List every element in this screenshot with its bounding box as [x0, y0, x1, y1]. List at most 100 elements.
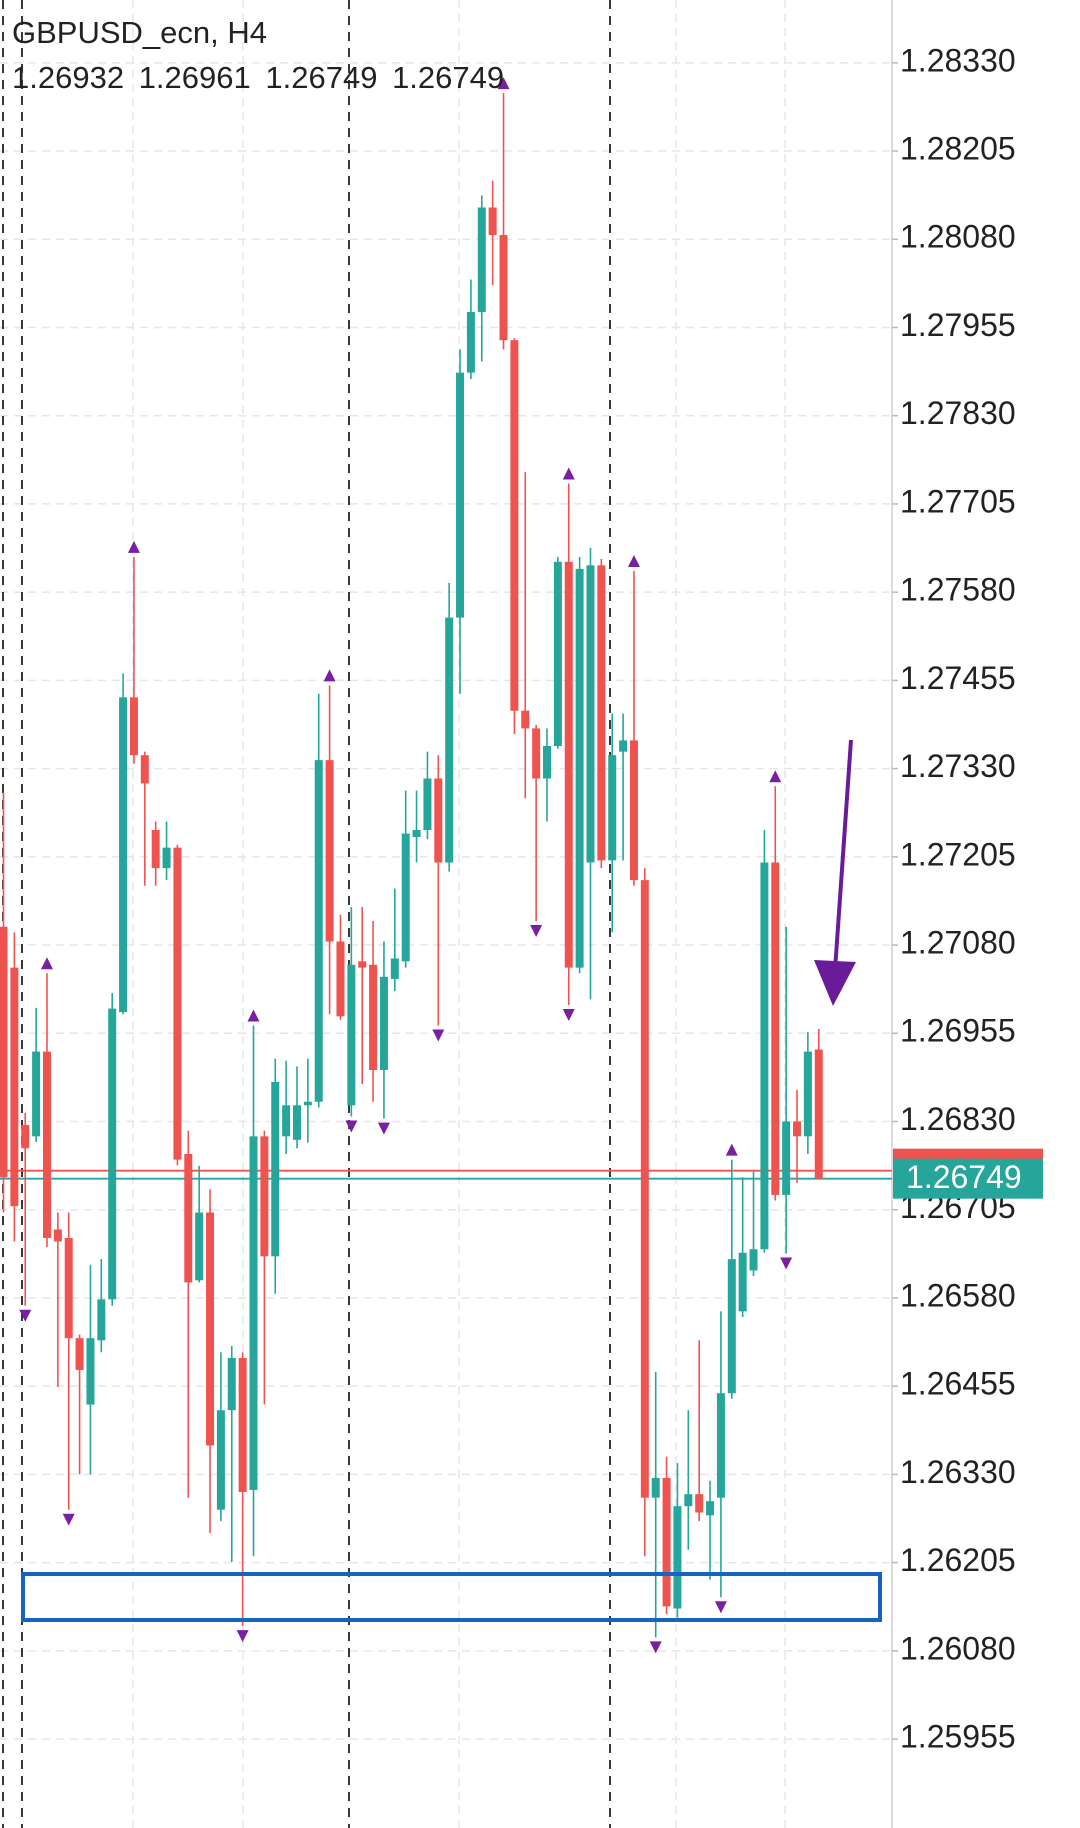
y-tick-label: 1.25955 — [900, 1719, 1016, 1755]
candle-body — [521, 710, 530, 729]
candle-body — [184, 1153, 193, 1283]
candle-body — [684, 1494, 693, 1507]
fractal-up — [247, 1009, 260, 1022]
y-tick-label: 1.26080 — [900, 1630, 1016, 1666]
y-tick-label: 1.27205 — [900, 836, 1016, 872]
candle-body — [586, 565, 595, 863]
candle-body — [238, 1357, 247, 1493]
arrow-head — [814, 960, 856, 1006]
candle-body — [706, 1501, 715, 1516]
candle-body — [108, 1008, 117, 1300]
candle-body — [662, 1477, 671, 1607]
fractal-up — [127, 540, 140, 553]
fractal-down — [19, 1309, 32, 1322]
ohlc-low: 1.26749 — [265, 60, 377, 95]
candle-body — [727, 1259, 736, 1394]
y-tick-label: 1.27955 — [900, 307, 1016, 343]
arrow-shaft — [833, 739, 853, 971]
candle-body — [206, 1212, 215, 1446]
candle-body — [651, 1477, 660, 1498]
y-tick-label: 1.28080 — [900, 219, 1016, 255]
fractal-up — [497, 77, 510, 90]
ohlc-readout: 1.26932 1.26961 1.26749 1.26749 — [12, 60, 504, 95]
candle-body — [456, 372, 465, 618]
candle-body — [629, 740, 638, 881]
candle-body — [510, 340, 519, 711]
candle-body — [119, 697, 128, 1013]
candle-body — [10, 967, 19, 1207]
fractal-down — [377, 1122, 390, 1135]
fractals — [19, 77, 793, 1654]
fractal-up — [627, 554, 640, 567]
candle-body — [325, 760, 334, 942]
fractal-down — [236, 1630, 249, 1643]
candle-body — [553, 561, 562, 747]
y-tick-label: 1.27330 — [900, 748, 1016, 784]
candle-body — [466, 311, 475, 373]
candle-body — [749, 1249, 758, 1271]
candle-body — [814, 1049, 823, 1179]
hand-drawn-arrow — [814, 739, 856, 1006]
candle-body — [608, 755, 617, 861]
y-tick-label: 1.26830 — [900, 1101, 1016, 1137]
y-tick-label: 1.27580 — [900, 572, 1016, 608]
y-tick-label: 1.28330 — [900, 42, 1016, 78]
candle-body — [249, 1136, 258, 1490]
y-tick-label: 1.26580 — [900, 1277, 1016, 1313]
y-tick-label: 1.27705 — [900, 483, 1016, 519]
candle-body — [347, 964, 356, 1106]
price-label: 1.26749 — [906, 1159, 1022, 1195]
candle-body — [140, 755, 149, 784]
candle-body — [292, 1105, 301, 1140]
candle-body — [401, 833, 410, 962]
candle-body — [151, 830, 160, 869]
y-tick-label: 1.27080 — [900, 925, 1016, 961]
candle-body — [303, 1101, 312, 1106]
candle-body — [97, 1299, 106, 1341]
candle-body — [793, 1121, 802, 1137]
candle-body — [640, 880, 649, 1498]
candle-body — [216, 1410, 225, 1510]
price-lines — [0, 1169, 892, 1180]
candle-body — [488, 207, 497, 236]
candle-body — [32, 1051, 41, 1137]
ohlc-high: 1.26961 — [139, 60, 251, 95]
candles — [0, 93, 823, 1638]
fractal-down — [562, 1009, 575, 1022]
candle-body — [532, 728, 541, 779]
fractal-up — [323, 669, 336, 682]
candle-body — [314, 760, 323, 1102]
fractal-up — [769, 770, 782, 783]
candle-body — [695, 1494, 704, 1513]
candle-body — [358, 961, 367, 968]
fractal-down — [432, 1029, 445, 1042]
candle-body — [771, 862, 780, 1195]
candle-body — [53, 1229, 62, 1242]
candle-body — [282, 1105, 291, 1137]
fractal-down — [530, 925, 543, 938]
vertical-grid — [132, 0, 786, 1828]
support-zone-box — [21, 1572, 882, 1622]
candle-body — [195, 1212, 204, 1281]
grid — [0, 62, 892, 1740]
candle-body — [716, 1393, 725, 1498]
candle-body — [0, 926, 8, 1178]
candle-body — [738, 1252, 747, 1312]
candle-body — [336, 941, 345, 1017]
y-tick-label: 1.26205 — [900, 1542, 1016, 1578]
candle-body — [21, 1125, 30, 1149]
candle-body — [575, 568, 584, 968]
candle-body — [445, 617, 454, 863]
y-tick-label: 1.27455 — [900, 660, 1016, 696]
candle-body — [434, 778, 443, 863]
y-tick-label: 1.26330 — [900, 1454, 1016, 1490]
fractal-up — [40, 957, 53, 970]
candle-body — [803, 1051, 812, 1137]
candle-body — [129, 697, 138, 756]
candle-body — [543, 746, 551, 779]
candle-body — [673, 1506, 682, 1609]
y-tick-label: 1.28205 — [900, 130, 1016, 166]
candle-body — [173, 847, 182, 1160]
candle-body — [477, 207, 486, 312]
